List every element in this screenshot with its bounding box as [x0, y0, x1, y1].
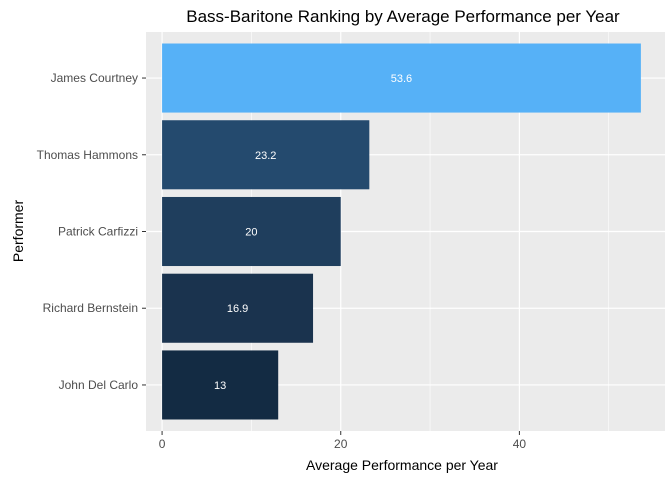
bar-0 — [162, 43, 641, 113]
x-tick-label-2: 40 — [513, 437, 527, 451]
x-tick-label-0: 0 — [159, 437, 166, 451]
y-tick-label-2: Patrick Carfizzi — [58, 225, 138, 239]
data-label-4: 13 — [214, 380, 226, 392]
x-axis-label: Average Performance per Year — [306, 457, 498, 473]
data-label-1: 23.2 — [255, 150, 276, 162]
bar-3 — [162, 273, 314, 343]
bar-4 — [162, 350, 279, 420]
bar-1 — [162, 120, 370, 190]
y-tick-label-0: James Courtney — [51, 71, 138, 85]
y-tick-label-1: Thomas Hammons — [37, 148, 138, 162]
data-label-3: 16.9 — [227, 303, 248, 315]
y-tick-label-3: Richard Bernstein — [43, 301, 138, 315]
bar-2 — [162, 196, 341, 267]
data-label-2: 20 — [245, 227, 257, 239]
plot-panel: 53.6 23.2 20 16.9 13 James Courtney Thomas Ham… — [37, 32, 665, 451]
x-tick-label-1: 20 — [334, 437, 348, 451]
data-label-0: 53.6 — [391, 73, 412, 85]
y-axis-label: Performer — [10, 200, 26, 263]
chart-title: Bass-Baritone Ranking by Average Perform… — [186, 7, 620, 26]
y-tick-label-4: John Del Carlo — [59, 378, 139, 392]
